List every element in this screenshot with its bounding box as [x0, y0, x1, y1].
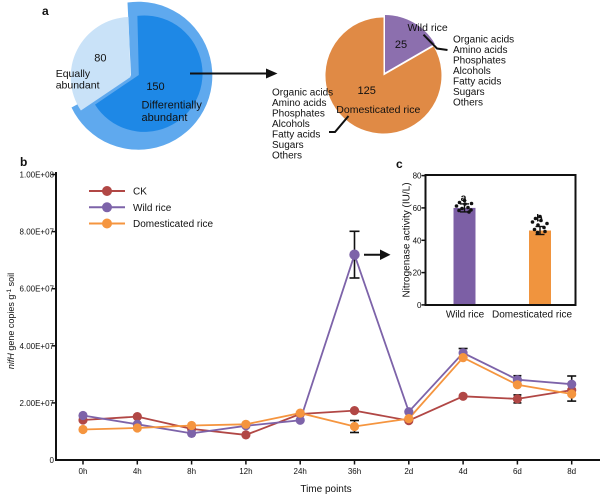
- svg-text:Nitrogenase activity (IU/L): Nitrogenase activity (IU/L): [402, 182, 413, 297]
- svg-text:8h: 8h: [187, 467, 196, 476]
- svg-text:Domesticated rice: Domesticated rice: [133, 219, 213, 230]
- svg-text:a: a: [461, 192, 467, 204]
- svg-text:4d: 4d: [459, 467, 468, 476]
- svg-text:CK: CK: [133, 187, 147, 198]
- svg-text:6.00E+07: 6.00E+07: [20, 285, 55, 294]
- svg-text:abundant: abundant: [56, 80, 100, 92]
- svg-text:Amino acids: Amino acids: [272, 98, 326, 109]
- svg-text:b: b: [20, 155, 27, 169]
- svg-text:Alcohols: Alcohols: [272, 119, 310, 130]
- svg-text:4.00E+07: 4.00E+07: [20, 342, 55, 351]
- svg-text:25: 25: [395, 39, 407, 51]
- svg-text:c: c: [396, 157, 403, 171]
- svg-text:6d: 6d: [513, 467, 522, 476]
- svg-text:36h: 36h: [348, 467, 361, 476]
- svg-text:2d: 2d: [404, 467, 413, 476]
- svg-text:Domesticated rice: Domesticated rice: [492, 310, 572, 321]
- svg-text:Organic acids: Organic acids: [453, 35, 514, 46]
- svg-text:Equally: Equally: [56, 68, 91, 80]
- svg-text:0: 0: [417, 301, 422, 310]
- svg-text:0h: 0h: [79, 467, 88, 476]
- svg-text:Phosphates: Phosphates: [453, 56, 506, 67]
- svg-text:a: a: [42, 4, 49, 18]
- svg-text:24h: 24h: [294, 467, 307, 476]
- svg-text:1.00E+08: 1.00E+08: [20, 171, 55, 180]
- svg-text:Others: Others: [453, 98, 483, 109]
- svg-text:150: 150: [146, 81, 164, 93]
- svg-text:Alcohols: Alcohols: [453, 66, 491, 77]
- svg-text:Wild rice: Wild rice: [133, 203, 172, 214]
- svg-text:80: 80: [94, 53, 106, 65]
- svg-text:8d: 8d: [567, 467, 576, 476]
- svg-text:b: b: [536, 213, 542, 225]
- svg-text:4h: 4h: [133, 467, 142, 476]
- svg-text:Fatty acids: Fatty acids: [272, 129, 320, 140]
- svg-text:125: 125: [358, 85, 376, 97]
- svg-text:Fatty acids: Fatty acids: [453, 77, 501, 88]
- svg-text:80: 80: [413, 172, 422, 181]
- svg-text:Wild rice: Wild rice: [408, 22, 448, 34]
- svg-text:abundant: abundant: [142, 112, 188, 124]
- svg-text:Domesticated rice: Domesticated rice: [336, 104, 420, 116]
- svg-text:Sugars: Sugars: [272, 140, 304, 151]
- svg-text:0: 0: [50, 456, 55, 465]
- svg-text:nifH gene copies g-1 soil: nifH gene copies g-1 soil: [6, 273, 16, 369]
- svg-text:2.00E+07: 2.00E+07: [20, 399, 55, 408]
- svg-text:20: 20: [413, 269, 422, 278]
- svg-text:8.00E+07: 8.00E+07: [20, 228, 55, 237]
- svg-text:Others: Others: [272, 150, 302, 161]
- svg-text:Phosphates: Phosphates: [272, 108, 325, 119]
- svg-text:Differentially: Differentially: [142, 100, 203, 112]
- svg-text:Sugars: Sugars: [453, 87, 485, 98]
- svg-text:40: 40: [413, 236, 422, 245]
- svg-text:Organic acids: Organic acids: [272, 87, 333, 98]
- svg-text:12h: 12h: [239, 467, 252, 476]
- svg-text:Wild rice: Wild rice: [446, 310, 485, 321]
- svg-text:Amino acids: Amino acids: [453, 45, 507, 56]
- svg-text:60: 60: [413, 204, 422, 213]
- svg-text:Time points: Time points: [300, 484, 351, 495]
